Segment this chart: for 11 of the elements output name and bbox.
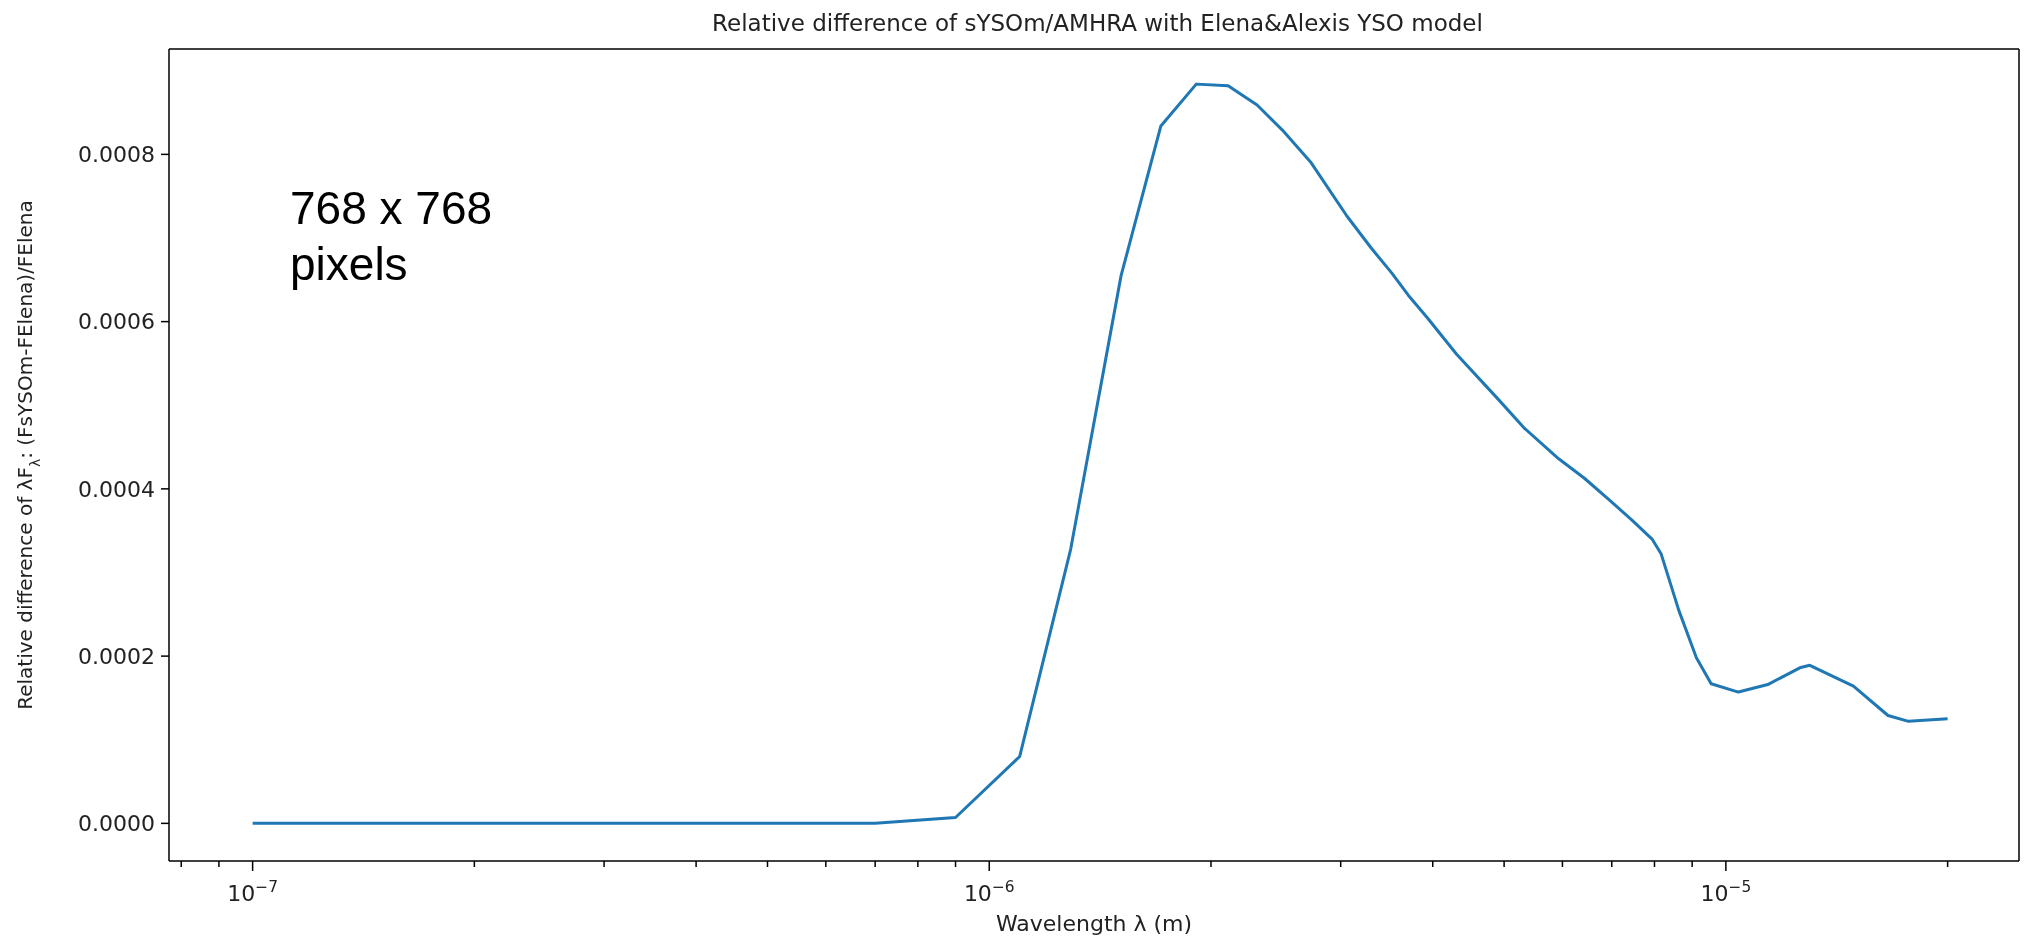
x-axis-title: Wavelength λ (m) [995, 911, 1193, 936]
chart-title: Relative difference of sYSOm/AMHRA with Elena&Alexis YSO model [711, 10, 1484, 36]
y-tick-label: 0.0006 [78, 309, 155, 335]
annotation: 768 x 768 pixels [290, 181, 494, 292]
x-tick-label: 10$^{−6}$ [963, 878, 1015, 906]
y-tick-label: 0.0002 [78, 643, 155, 669]
y-tick-label: 0.0004 [78, 476, 155, 502]
x-tick-label: 10$^{−5}$ [1700, 878, 1752, 906]
x-tick-label: 10$^{−7}$ [227, 878, 278, 906]
y-tick-label: 0.0000 [78, 811, 155, 837]
y-tick-label: 0.0008 [78, 142, 155, 168]
